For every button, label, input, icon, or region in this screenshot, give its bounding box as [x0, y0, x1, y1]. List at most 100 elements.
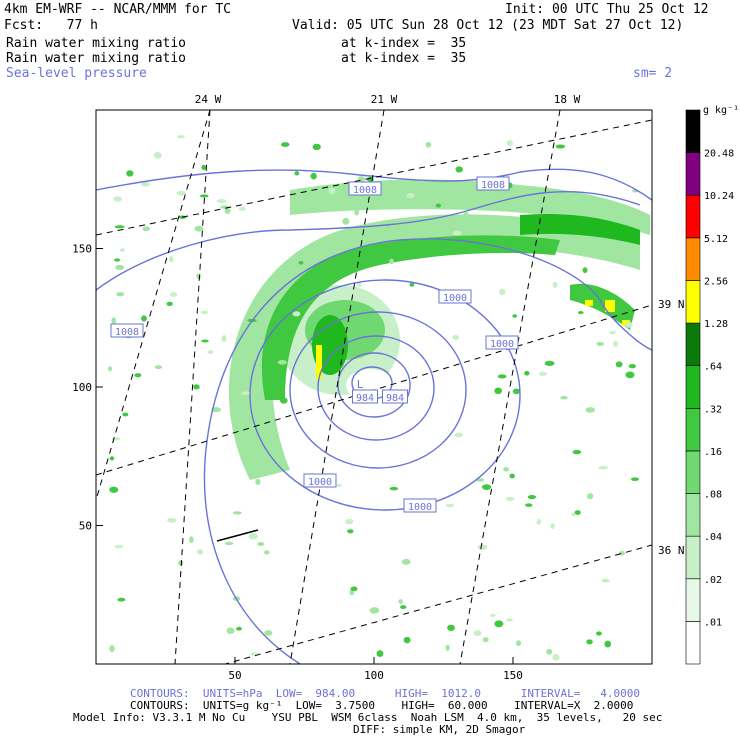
rain-speckle [201, 164, 207, 171]
rain-speckle [619, 551, 625, 556]
pressure-label-1: 1008 [481, 180, 505, 191]
rain-speckle [114, 225, 125, 229]
colorbar-level-4: .16 [704, 447, 722, 458]
rain-speckle [586, 639, 593, 645]
rain-speckle [141, 315, 147, 322]
y-tick-label-1: 100 [72, 381, 92, 394]
isobar-1000-inner [249, 279, 521, 511]
init-time: Init: 00 UTC Thu 25 Oct 12 [505, 2, 709, 17]
rain-speckle [111, 317, 116, 325]
contour-info-pressure: CONTOURS: UNITS=hPa LOW= 984.00 HIGH= 10… [130, 687, 640, 700]
rain-speckle [280, 142, 290, 147]
rain-speckle [153, 151, 162, 159]
rain-speckle [328, 187, 336, 195]
rain-speckle [494, 387, 503, 395]
map-area [96, 110, 652, 664]
low-center-label: L [357, 378, 364, 391]
colorbar-segment-12 [685, 109, 701, 153]
rain-speckle [107, 366, 113, 372]
rain-speckle [524, 370, 530, 376]
rain-speckle [455, 166, 463, 173]
colorbar-segment-3 [685, 493, 701, 537]
rain-speckle [538, 371, 547, 377]
colorbar-segment-1 [685, 578, 701, 622]
rain-speckle [506, 139, 513, 147]
diffusion-info: DIFF: simple KM, 2D Smagor [353, 723, 526, 736]
rain-speckle [345, 518, 354, 525]
contour-info-rain: CONTOURS: UNITS=g kg⁻¹ LOW= 3.7500 HIGH=… [130, 699, 634, 712]
rain-band-main [261, 235, 560, 400]
rain-band-north-core [520, 213, 640, 245]
rain-speckle [516, 640, 522, 646]
smoothing-label: sm= 2 [633, 66, 673, 81]
rain-speckle [113, 196, 123, 202]
rain-speckle [168, 256, 174, 263]
rain-speckle [234, 403, 243, 410]
rain-speckle [338, 268, 348, 272]
rain-speckle [525, 503, 533, 507]
rain-max-east-1 [585, 300, 593, 306]
rain-speckle [552, 653, 560, 661]
rain-speckle [197, 549, 204, 555]
rain-speckle [509, 473, 515, 479]
rain-band-outer [228, 214, 640, 481]
rain-speckle [347, 529, 354, 534]
rain-speckle [512, 388, 521, 395]
rain-speckle [389, 486, 399, 491]
rain-speckle [596, 341, 604, 346]
isobar-996 [289, 311, 467, 469]
colorbar-segment-2 [685, 535, 701, 580]
rain-speckle [114, 258, 121, 262]
rain-speckle [115, 264, 125, 271]
colorbar-level-3: .08 [704, 490, 722, 501]
rain-speckle [446, 503, 455, 508]
rain-speckle [615, 361, 623, 368]
lon-label-2: 18 W [554, 93, 581, 106]
rain-speckle [120, 248, 125, 253]
parallel-42n [96, 119, 652, 236]
rain-speckle [503, 467, 510, 472]
pressure-label-5: 1000 [308, 477, 332, 488]
rain-speckle [482, 637, 489, 643]
rain-speckle [571, 512, 576, 517]
rain-speckle [463, 212, 469, 216]
rain-speckle [409, 282, 415, 287]
rain-speckle [117, 597, 126, 602]
y-tick-label-0: 50 [79, 520, 92, 533]
rain-speckle [169, 292, 178, 298]
rain-speckle [447, 624, 455, 631]
colorbar-level-10: 10.24 [704, 191, 734, 202]
pressure-label-box-1 [476, 176, 510, 191]
rain-speckle [292, 297, 302, 303]
rain-speckle [574, 510, 581, 516]
pressure-label-7: 984 [356, 393, 374, 404]
rain-speckle [109, 486, 119, 493]
rain-speckle [613, 340, 619, 348]
wind-barb [216, 529, 259, 542]
rain-speckle [582, 267, 588, 274]
rain-speckle [506, 618, 513, 622]
rain-speckle [224, 208, 231, 214]
rain-speckle [625, 321, 633, 328]
field1-name: Rain water mixing ratio [6, 36, 187, 51]
x-tick-label-2: 150 [503, 669, 523, 682]
rain-speckle [255, 478, 261, 486]
colorbar-segment-6 [685, 365, 701, 409]
rain-speckle [134, 373, 142, 378]
colorbar-segment-11 [685, 152, 701, 196]
colorbar-level-7: 1.28 [704, 319, 728, 330]
field2-name: Rain water mixing ratio [6, 51, 187, 66]
pressure-label-box-6 [403, 498, 437, 513]
rain-speckle [527, 494, 537, 500]
rain-speckle [452, 335, 460, 340]
rain-speckle [596, 631, 602, 636]
rain-speckle [570, 245, 577, 251]
rain-speckle [241, 391, 251, 395]
rain-speckle [176, 135, 185, 139]
rain-speckle [199, 194, 209, 198]
rain-speckle [200, 310, 209, 315]
isobar-988 [337, 352, 411, 418]
parallel-36n [223, 544, 652, 664]
rain-speckle [167, 517, 177, 523]
